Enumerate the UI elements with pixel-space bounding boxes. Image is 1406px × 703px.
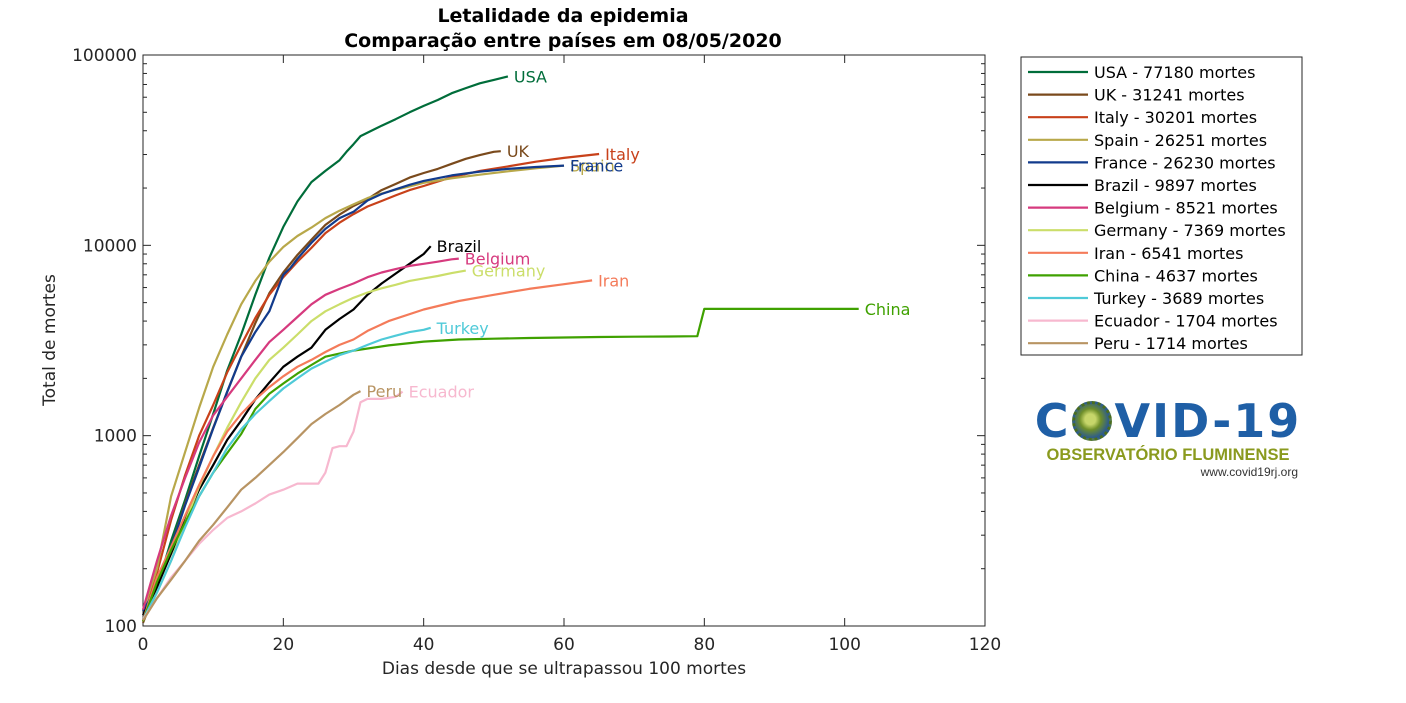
legend-entry-uk: UK - 31241 mortes (1094, 86, 1245, 105)
series-line-usa (141, 75, 509, 620)
legend-entry-china: China - 4637 mortes (1094, 266, 1258, 285)
legend-box (1020, 56, 1303, 356)
series-end-label-spain: Spain (570, 157, 615, 176)
legend-items: USA - 77180 mortes UK - 31241 mortes Italy… (1028, 63, 1286, 353)
x-axis-label: Dias desde que se ultrapassou 100 mortes (382, 659, 746, 679)
series-line-turkey (142, 326, 432, 621)
series-end-label-ecuador: Ecuador (409, 383, 475, 402)
x-tick-label: 20 (273, 635, 295, 655)
y-axis-label: Total de mortes (40, 274, 60, 407)
x-tick-label: 40 (413, 635, 435, 655)
series-end-label-germany: Germany (472, 262, 546, 281)
series-end-label-france: France (570, 157, 623, 176)
series-end-label-turkey: Turkey (436, 319, 489, 338)
x-tick-label: 120 (969, 635, 1001, 655)
series-end-label-iran: Iran (598, 271, 629, 290)
legend-entry-usa: USA - 77180 mortes (1094, 63, 1255, 82)
series-lines (141, 75, 859, 624)
legend-entry-peru: Peru - 1714 mortes (1094, 334, 1248, 353)
series-end-label-usa: USA (514, 67, 547, 86)
plot-frame (142, 54, 986, 627)
legend-entry-italy: Italy - 30201 mortes (1094, 108, 1257, 127)
series-end-label-peru: Peru (367, 382, 403, 401)
covid19-logo-mark: C VID-19 (1034, 394, 1302, 448)
series-line-peru (142, 390, 362, 621)
y-tick-label: 100000 (72, 46, 137, 66)
x-tick-label: 80 (694, 635, 716, 655)
x-tick-label: 100 (828, 635, 860, 655)
series-line-belgium (141, 257, 459, 610)
axis-ticks: 0 20 40 60 80 100 120 100 1000 10000 100000 (72, 46, 1001, 655)
x-tick-label: 60 (553, 635, 575, 655)
y-tick-label: 1000 (94, 427, 137, 447)
y-tick-label: 100 (105, 617, 137, 637)
series-end-label-belgium: Belgium (465, 250, 531, 269)
legend-entry-france: France - 26230 mortes (1094, 153, 1276, 172)
series-line-spain (141, 164, 565, 612)
x-tick-label: 0 (138, 635, 149, 655)
series-line-ecuador (142, 390, 404, 621)
chart-title: Letalidade da epidemia (437, 5, 688, 27)
series-end-label-uk: UK (507, 142, 530, 161)
legend-entry-ecuador: Ecuador - 1704 mortes (1094, 312, 1278, 331)
logo-subtitle: OBSERVATÓRIO FLUMINENSE (1046, 446, 1290, 464)
covid19-logo: C VID-19 OBSERVATÓRIO FLUMINENSE www.covi… (1030, 398, 1306, 482)
legend-entry-germany: Germany - 7369 mortes (1094, 221, 1286, 240)
legend-entry-turkey: Turkey - 3689 mortes (1093, 289, 1264, 308)
y-tick-label: 10000 (83, 236, 137, 256)
legend-entry-belgium: Belgium - 8521 mortes (1094, 199, 1278, 218)
virus-icon (1072, 401, 1113, 441)
series-end-label-china: China (865, 300, 911, 319)
series-end-label-italy: Italy (605, 145, 640, 164)
plot-area: 0 20 40 60 80 100 120 100 1000 10000 100000 USA UK I… (72, 46, 1001, 655)
series-line-france (142, 164, 565, 612)
legend-entry-iran: Iran - 6541 mortes (1094, 244, 1243, 263)
legend-entry-spain: Spain - 26251 mortes (1094, 131, 1267, 150)
logo-url: www.covid19rj.org (1200, 465, 1298, 479)
series-end-label-brazil: Brazil (437, 237, 482, 256)
legend: USA - 77180 mortes UK - 31241 mortes Italy… (1020, 56, 1303, 356)
legend-entry-brazil: Brazil - 9897 mortes (1094, 176, 1257, 195)
series-line-iran (141, 279, 593, 621)
chart-subtitle: Comparação entre países em 08/05/2020 (344, 30, 782, 52)
